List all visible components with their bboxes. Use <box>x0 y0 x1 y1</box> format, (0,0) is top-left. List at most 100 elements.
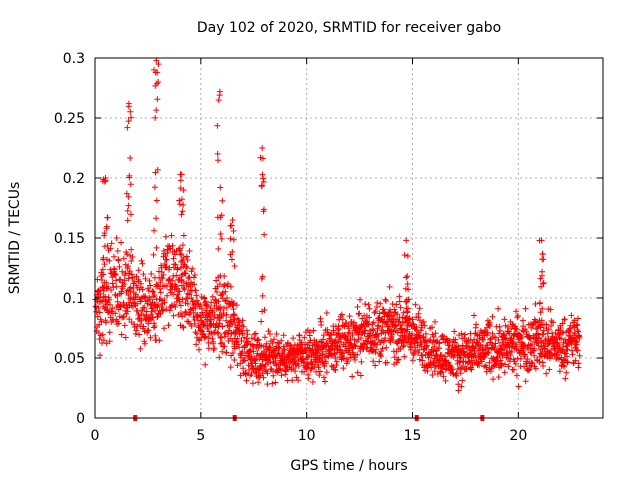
data-point <box>169 277 176 284</box>
data-point <box>176 197 183 204</box>
data-point <box>236 319 243 326</box>
data-point <box>396 293 403 300</box>
data-point <box>405 296 412 303</box>
data-point <box>102 175 109 181</box>
data-point <box>376 358 383 365</box>
data-point <box>168 232 175 239</box>
data-point <box>309 378 316 385</box>
data-point <box>526 366 533 373</box>
data-point <box>216 354 223 361</box>
data-point <box>178 211 185 218</box>
data-point <box>432 330 439 337</box>
data-point <box>124 217 131 224</box>
data-point <box>525 367 532 374</box>
data-point <box>523 360 530 367</box>
data-point <box>125 202 132 209</box>
data-point <box>323 309 330 316</box>
data-point <box>362 327 369 334</box>
data-point <box>270 372 277 379</box>
data-point <box>321 378 328 385</box>
data-point <box>442 377 449 384</box>
data-point <box>320 336 327 343</box>
data-point <box>161 299 168 306</box>
data-point <box>317 368 324 375</box>
data-point <box>215 330 222 337</box>
data-point <box>468 366 475 373</box>
data-point <box>537 309 544 316</box>
data-point <box>153 215 160 222</box>
data-point <box>537 275 544 282</box>
data-point <box>404 273 411 280</box>
data-point <box>217 184 224 191</box>
data-point <box>269 380 276 387</box>
data-point <box>295 377 302 384</box>
data-point <box>342 343 349 350</box>
data-point <box>249 380 256 387</box>
data-point <box>420 318 427 325</box>
data-point <box>384 359 391 366</box>
data-point <box>201 322 208 329</box>
data-point <box>439 365 446 372</box>
data-point <box>522 351 529 358</box>
data-point <box>228 320 235 327</box>
data-point <box>356 310 363 317</box>
data-point <box>249 342 256 349</box>
data-point <box>303 364 310 371</box>
data-point <box>404 316 411 323</box>
data-point <box>118 239 125 246</box>
data-point <box>455 381 462 388</box>
data-point <box>404 308 411 315</box>
data-point <box>217 272 224 279</box>
data-point <box>295 362 302 369</box>
data-point <box>267 344 274 351</box>
data-point <box>431 368 438 375</box>
data-point <box>495 374 502 381</box>
data-point <box>446 337 453 344</box>
data-point <box>546 366 553 373</box>
data-point <box>506 330 513 337</box>
data-point <box>337 346 344 353</box>
data-point <box>320 374 327 381</box>
data-point <box>391 354 398 361</box>
data-point <box>495 330 502 337</box>
data-point <box>486 359 493 366</box>
data-point <box>124 251 131 258</box>
data-point <box>224 294 231 301</box>
data-point <box>126 270 133 277</box>
data-point <box>558 335 565 342</box>
data-point <box>349 332 356 339</box>
data-point <box>135 311 142 318</box>
data-point <box>180 232 187 239</box>
data-point <box>360 346 367 353</box>
data-point <box>162 233 169 240</box>
data-point <box>500 331 507 338</box>
data-point <box>205 339 212 346</box>
data-point <box>507 352 514 359</box>
data-point <box>522 305 529 312</box>
data-point <box>151 292 158 299</box>
data-point <box>124 207 131 214</box>
data-point <box>339 351 346 358</box>
data-point <box>441 353 448 360</box>
data-point <box>216 281 223 288</box>
data-point <box>149 314 156 321</box>
data-point <box>561 316 568 323</box>
data-point <box>227 301 234 308</box>
data-point <box>160 307 167 314</box>
data-point <box>102 319 109 326</box>
data-point <box>124 308 131 315</box>
data-point <box>402 285 409 292</box>
data-point <box>428 324 435 331</box>
data-point <box>495 337 502 344</box>
data-point <box>218 235 225 242</box>
data-point <box>259 171 266 178</box>
data-point <box>505 355 512 362</box>
data-point <box>243 377 250 384</box>
data-point <box>389 337 396 344</box>
data-point <box>133 327 140 334</box>
data-point <box>567 329 574 336</box>
data-point <box>265 328 272 335</box>
data-point <box>276 345 283 352</box>
data-point <box>177 185 184 192</box>
data-point <box>228 256 235 263</box>
